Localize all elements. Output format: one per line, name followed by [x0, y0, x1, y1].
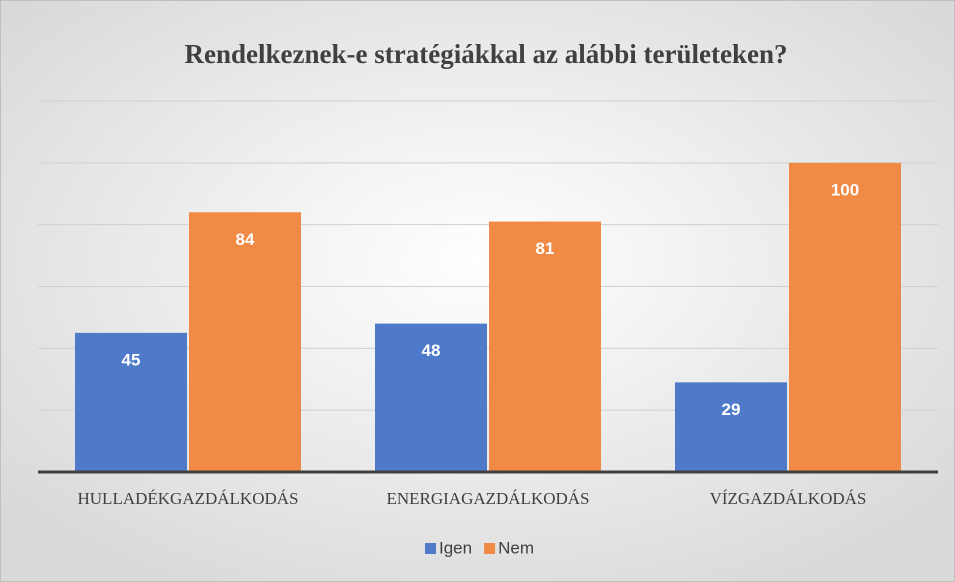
legend-swatch: [425, 543, 436, 554]
x-tick-label: HULLADÉKGAZDÁLKODÁS: [78, 489, 299, 508]
x-tick-label: ENERGIAGAZDÁLKODÁS: [386, 489, 589, 508]
legend-swatch: [484, 543, 496, 554]
bar: [189, 212, 301, 473]
data-label: 29: [722, 400, 741, 419]
chart-title: Rendelkeznek-e stratégiákkal az alábbi t…: [185, 39, 788, 69]
data-label: 45: [122, 350, 141, 369]
data-label: 48: [422, 341, 441, 360]
bar: [375, 323, 487, 472]
legend-label: Nem: [498, 538, 534, 557]
x-tick-label: VÍZGAZDÁLKODÁS: [710, 489, 867, 508]
legend-label: Igen: [439, 538, 472, 557]
bar: [789, 162, 901, 473]
data-label: 81: [536, 239, 555, 258]
data-label: 100: [831, 180, 859, 199]
data-label: 84: [236, 230, 255, 249]
bar: [675, 382, 787, 472]
bar: [75, 332, 187, 472]
bar: [489, 221, 601, 472]
